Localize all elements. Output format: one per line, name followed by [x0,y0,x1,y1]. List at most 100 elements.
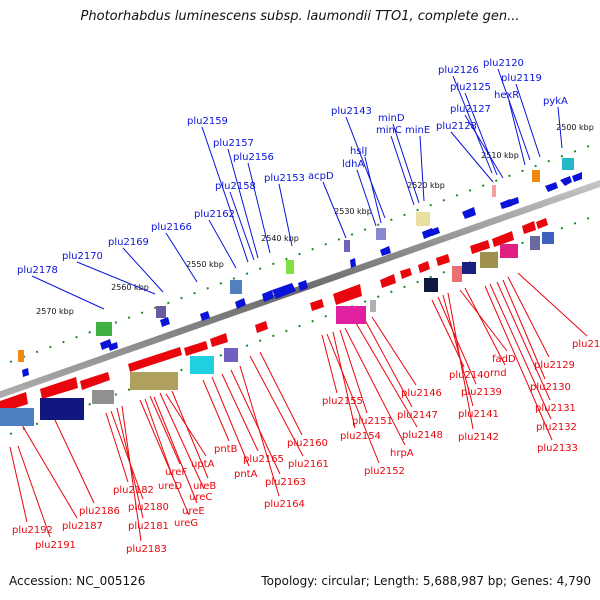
label-leader-line [105,412,129,483]
feature-block [18,350,24,362]
gene-label: plu2139 [461,387,502,398]
gene-label: ureD [158,481,182,492]
label-leader-line [390,135,415,206]
forward-gene-arrow [462,207,476,219]
label-leader-line [321,334,338,394]
label-leader-line [515,83,541,158]
forward-gene-arrow [22,368,29,377]
feature-block [190,356,214,374]
reverse-gene-arrow [255,321,268,333]
reverse-gene-arrow [436,254,450,266]
label-leader-line [122,247,164,293]
label-leader-line [345,116,386,219]
gene-label: plu2127 [450,104,491,115]
kbp-tick-labels: 2500 kbp 2510 kbp 2520 kbp 2530 kbp 2540 kbp… [36,123,594,316]
label-leader-line [249,355,304,457]
gene-label: pykA [543,96,568,107]
gene-label: plu2143 [331,106,372,117]
gene-label: plu2132 [536,422,577,433]
label-leader-line [355,322,418,428]
label-leader-line [227,148,259,259]
feature-block [562,158,574,170]
gene-label: minD [378,113,405,124]
label-leader-line [459,289,508,352]
forward-gene-arrow [235,298,246,309]
label-leader-line [259,351,303,436]
label-leader-line [153,396,198,504]
gene-label: ureB [193,481,216,492]
kbp-tick-label: 2510 kbp [481,151,519,160]
reverse-gene-arrow [522,221,536,234]
gene-label: plu2180 [128,502,169,513]
label-leader-line [221,373,259,452]
feature-block [0,408,34,426]
gene-label: plu2166 [151,222,192,233]
label-leader-line [464,92,498,176]
feature-block [530,236,540,250]
gene-label: plu2151 [352,416,393,427]
feature-block [480,252,498,268]
label-leader-line [464,287,506,366]
reverse-gene-arrow [470,240,490,254]
gene-label: plu2192 [12,525,53,536]
forward-gene-arrow [430,227,440,236]
label-leader-line [344,327,406,446]
gene-label: ureC [189,492,212,503]
gene-label: hrpA [390,448,414,459]
gene-label: plu2155 [322,396,363,407]
top-label-leaders: plu2126plu2120plu2125plu2119pykAhexRplu2… [17,58,568,310]
label-leader-line [326,333,380,464]
feature-block [156,306,166,318]
feature-block [452,266,462,282]
reverse-gene-arrow [492,231,514,247]
feature-block [286,260,294,274]
reverse-gene-arrow [380,274,396,288]
label-leader-line [450,131,494,183]
label-leader-line [364,156,382,224]
gene-label: plu2119 [501,73,542,84]
reverse-gene-arrow [128,347,182,372]
label-leader-line [484,285,553,441]
label-leader-line [517,272,588,337]
kbp-tick-label: 2540 kbp [261,234,299,243]
reverse-gene-arrow [536,218,548,229]
gene-label: plu2147 [397,410,438,421]
gene-label: plu2131 [535,403,576,414]
feature-block [424,278,438,292]
forward-gene-arrow [160,317,170,327]
gene-label: plu2148 [402,430,443,441]
gene-label: plu2161 [288,459,329,470]
gene-label: ureG [174,518,198,529]
label-leader-line [507,276,550,358]
label-leader-line [171,390,209,479]
gene-label: plu2129 [534,360,575,371]
feature-block [336,306,366,324]
label-leader-line [165,232,198,283]
forward-gene-arrow [380,246,391,256]
feature-block [130,372,178,390]
reverse-gene-arrow [184,341,208,356]
gene-label: plu2160 [287,438,328,449]
gene-label: ureE [182,506,205,517]
kbp-tick-label: 2560 kbp [111,283,149,292]
label-leader-line [419,135,425,202]
label-leader-line [508,100,526,166]
bottom-label-leaders: plu2123 fadD rnd plu2129 plu2140 plu2130 plu21… [9,272,600,555]
label-leader-line [110,410,144,500]
label-leader-line [208,219,237,269]
reverse-strand-genes [0,218,548,413]
forward-gene-arrow [572,172,582,182]
label-leader-line [139,399,190,516]
feature-block [542,232,554,244]
gene-label: plu2158 [215,181,256,192]
reverse-gene-arrow [333,284,362,305]
label-leader-line [9,446,28,523]
label-leader-line [121,405,142,542]
forward-gene-arrow [350,258,356,268]
gene-label: plu2128 [436,121,477,132]
label-leader-line [464,114,504,179]
gene-label: plu2141 [458,409,499,420]
gene-label: plu2159 [187,116,228,127]
feature-block [416,212,430,226]
